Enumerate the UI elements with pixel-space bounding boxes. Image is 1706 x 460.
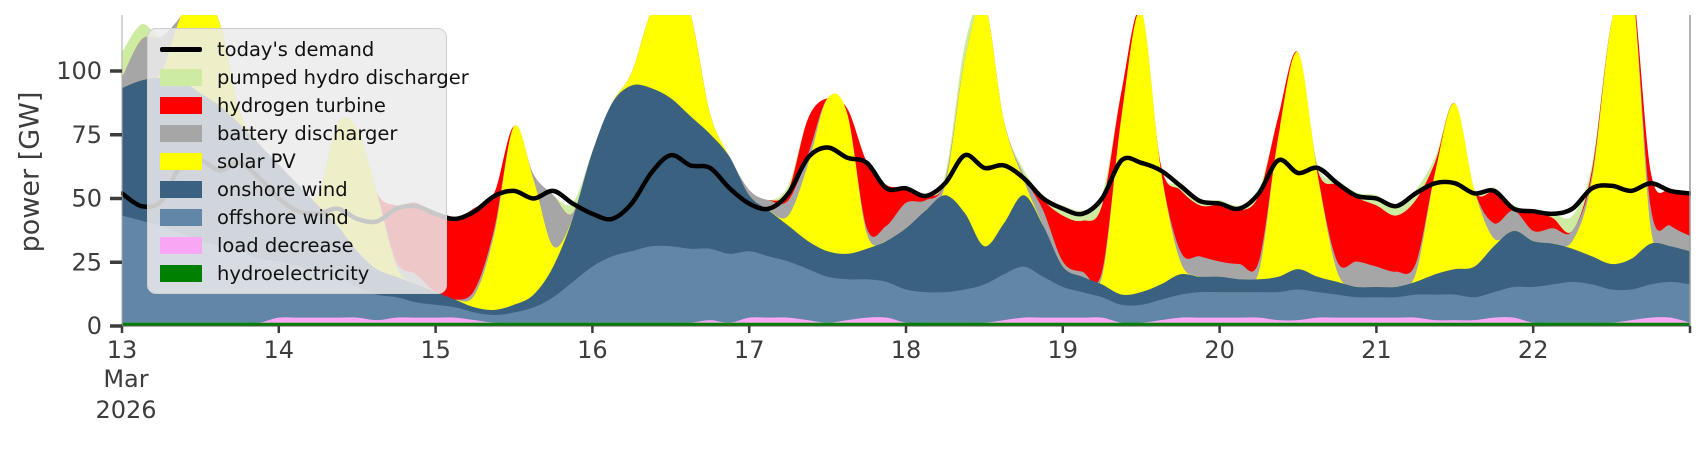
year-label: 2026 — [95, 396, 157, 424]
legend-item-label: pumped hydro discharger — [217, 65, 469, 89]
y-tick-label: 0 — [87, 312, 102, 340]
legend-item-onshore-wind: onshore wind — [160, 178, 434, 201]
y-tick-label: 100 — [56, 57, 102, 85]
legend-item-label: today's demand — [217, 37, 375, 61]
legend-item-label: hydroelectricity — [217, 261, 370, 285]
legend-item-pumped-hydro-discharger: pumped hydro discharger — [160, 66, 469, 89]
y-tick-label: 75 — [71, 121, 102, 149]
plot-area — [121, 15, 1691, 326]
legend-item-battery-discharger: battery discharger — [160, 122, 434, 145]
legend-item-label: onshore wind — [217, 177, 348, 201]
x-tick-label: 21 — [1361, 336, 1392, 364]
legend-item-today-s-demand: today's demand — [160, 38, 434, 61]
legend-color-swatch — [160, 264, 202, 282]
legend-color-swatch — [160, 236, 202, 254]
legend-color-swatch — [160, 124, 202, 142]
y-tick-label: 50 — [71, 185, 102, 213]
x-tick-label: 13 — [107, 336, 138, 364]
x-tick-label: 15 — [420, 336, 451, 364]
x-tick-label: 19 — [1048, 336, 1079, 364]
legend-color-swatch — [160, 180, 202, 198]
x-tick-label: 22 — [1518, 336, 1549, 364]
legend-item-hydroelectricity: hydroelectricity — [160, 262, 434, 285]
legend-color-swatch — [160, 96, 202, 114]
area-offshore_wind — [122, 215, 1690, 326]
legend-line-sample — [160, 46, 202, 52]
legend-item-label: offshore wind — [217, 205, 349, 229]
legend-color-swatch — [160, 152, 202, 170]
legend-item-label: load decrease — [217, 233, 354, 257]
x-tick-label: 17 — [734, 336, 765, 364]
month-label: Mar — [103, 365, 149, 393]
legend-item-label: hydrogen turbine — [217, 93, 386, 117]
x-tick-label: 16 — [577, 336, 608, 364]
legend-item-offshore-wind: offshore wind — [160, 206, 434, 229]
x-tick-label: 20 — [1204, 336, 1235, 364]
x-tick-label: 18 — [891, 336, 922, 364]
x-axis-offset-label: Mar 2026 — [95, 364, 156, 426]
legend-item-label: solar PV — [217, 149, 296, 173]
legend-color-swatch — [160, 68, 202, 86]
legend-item-hydrogen-turbine: hydrogen turbine — [160, 94, 434, 117]
y-axis-title: power [GW] — [14, 91, 46, 253]
area-solar_pv — [122, 15, 1690, 326]
area-hydroelectricity — [122, 322, 1690, 326]
legend-color-swatch — [160, 208, 202, 226]
x-tick-label: 14 — [264, 336, 295, 364]
legend-item-solar-pv: solar PV — [160, 150, 434, 173]
legend-item-label: battery discharger — [217, 121, 398, 145]
y-tick-label: 25 — [71, 248, 102, 276]
legend-item-load-decrease: load decrease — [160, 234, 434, 257]
legend: today's demand pumped hydro discharger hyd… — [147, 28, 469, 294]
